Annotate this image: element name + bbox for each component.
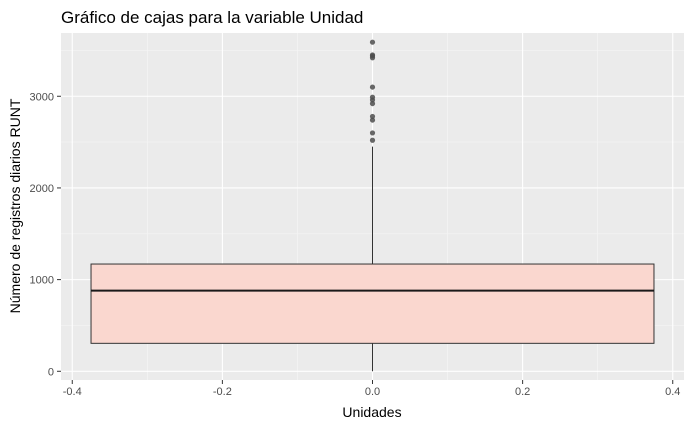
outlier-point [369, 39, 376, 45]
x-tick-label: 0.0 [365, 386, 380, 398]
x-tick-label: 0.2 [515, 386, 530, 398]
y-tick-label: 3000 [30, 91, 54, 103]
box-layer [90, 146, 655, 372]
y-tick-label: 1000 [30, 275, 54, 287]
outlier-point [369, 94, 376, 100]
x-axis-ticks: -0.4 -0.2 0.0 0.2 0.4 [63, 380, 680, 398]
outliers [369, 39, 376, 143]
x-tick-label: -0.2 [213, 386, 232, 398]
chart-title: Gráfico de cajas para la variable Unidad [61, 8, 363, 27]
x-tick-label: -0.4 [63, 386, 82, 398]
y-axis-ticks: 0 1000 2000 3000 [30, 91, 61, 378]
x-tick-label: 0.4 [665, 386, 680, 398]
outlier-point [369, 130, 376, 136]
outlier-point [369, 100, 376, 107]
y-axis-title: Número de registros diarios RUNT [7, 98, 23, 313]
y-tick-label: 2000 [30, 183, 54, 195]
outlier-point [369, 52, 376, 58]
outlier-point [369, 113, 376, 120]
outlier-point [369, 117, 376, 123]
outlier-point [369, 84, 376, 90]
iqr-box [90, 263, 655, 344]
x-axis-title: Unidades [342, 404, 401, 420]
outlier-point [369, 137, 376, 143]
y-tick-label: 0 [48, 366, 54, 378]
